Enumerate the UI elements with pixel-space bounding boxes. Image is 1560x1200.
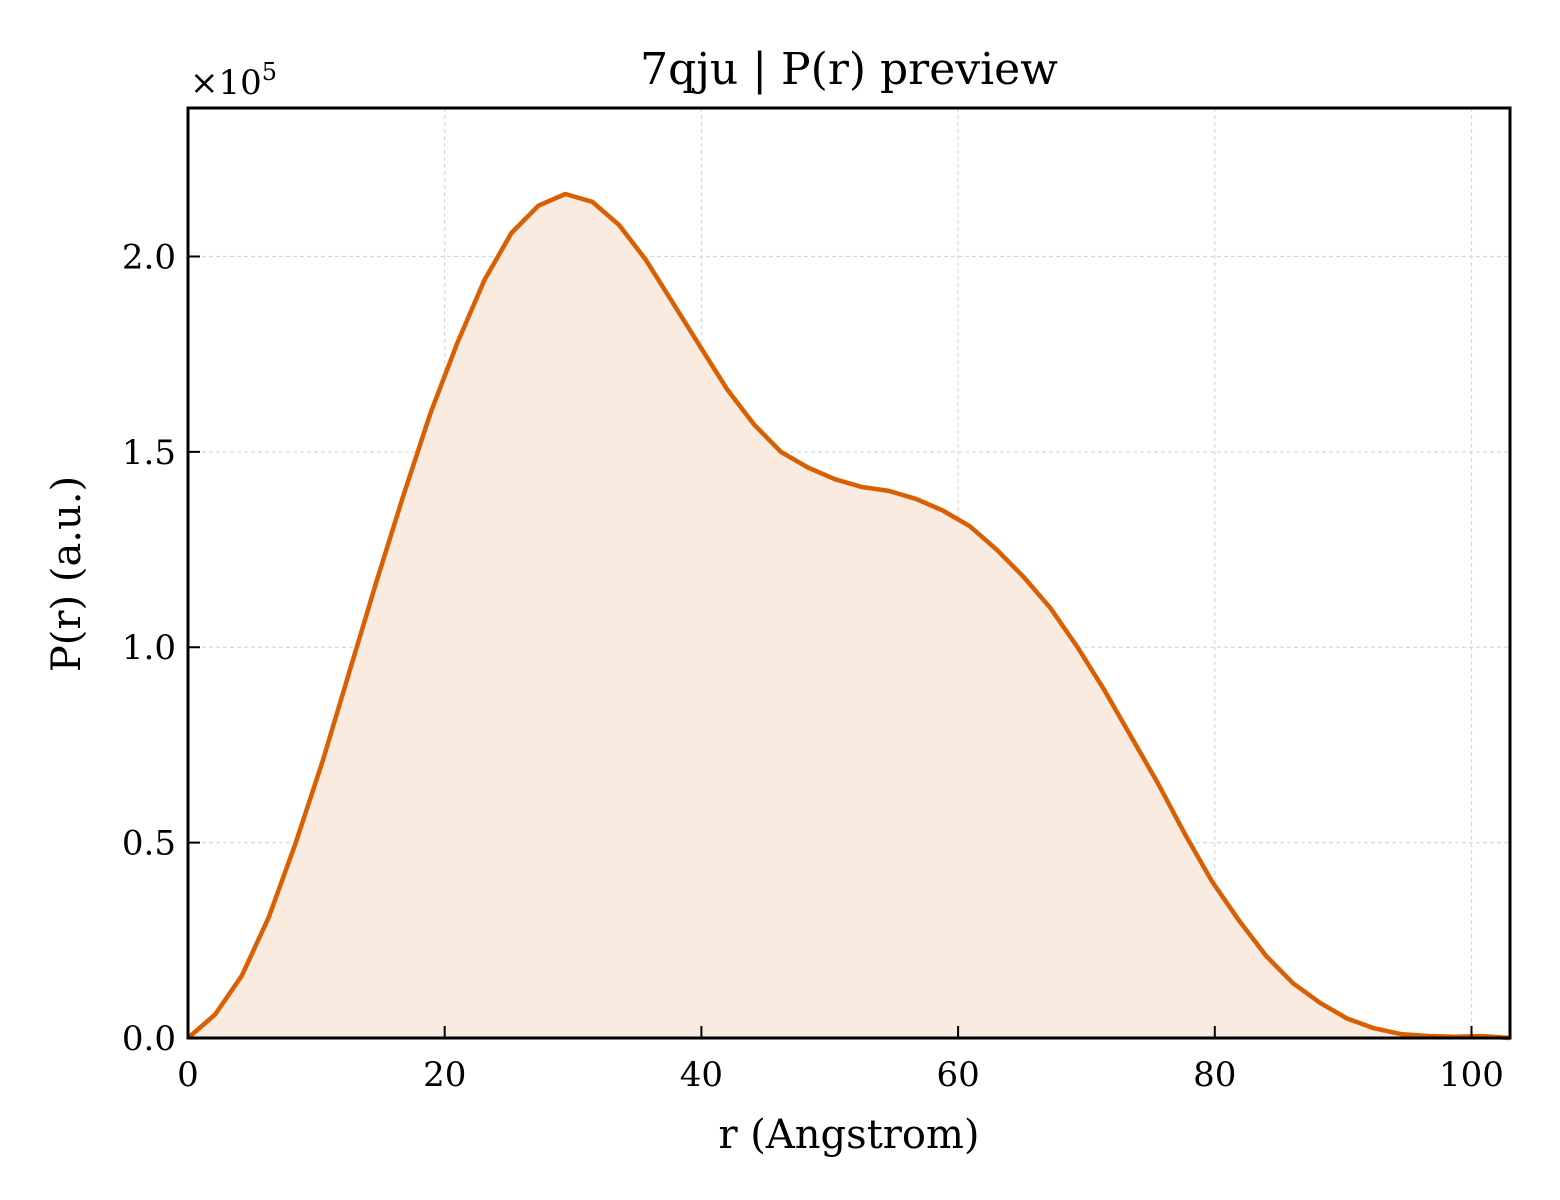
x-axis-label: r (Angstrom) — [718, 1112, 979, 1158]
axes: 0 20 40 60 80 100 0.0 0.5 1.0 1.5 2.0 — [122, 106, 1512, 1095]
x-tick-label: 20 — [423, 1055, 466, 1095]
x-tick-label: 100 — [1439, 1055, 1504, 1095]
x-tick-label: 80 — [1193, 1055, 1236, 1095]
y-tick-label: 0.5 — [122, 824, 176, 864]
y-tick-label: 2.0 — [122, 237, 176, 277]
plot-frame — [186, 106, 1512, 1040]
chart-title: 7qju | P(r) preview — [640, 44, 1058, 95]
x-tick-label: 0 — [177, 1055, 199, 1095]
y-axis-multiplier-base: ×10 — [190, 63, 262, 103]
data-layer — [186, 191, 1511, 1041]
y-tick-label: 0.0 — [122, 1019, 176, 1059]
pr-curve-line — [186, 191, 1511, 1041]
pr-area-fill — [188, 194, 1510, 1038]
y-tick-label: 1.0 — [122, 628, 176, 668]
y-axis-multiplier-exponent: 5 — [262, 58, 277, 86]
x-tick-label: 40 — [680, 1055, 723, 1095]
y-axis-label: P(r) (a.u.) — [44, 476, 90, 672]
y-tick-label: 1.5 — [122, 433, 176, 473]
x-tick-label: 60 — [936, 1055, 979, 1095]
y-axis-multiplier: ×105 — [190, 58, 277, 103]
